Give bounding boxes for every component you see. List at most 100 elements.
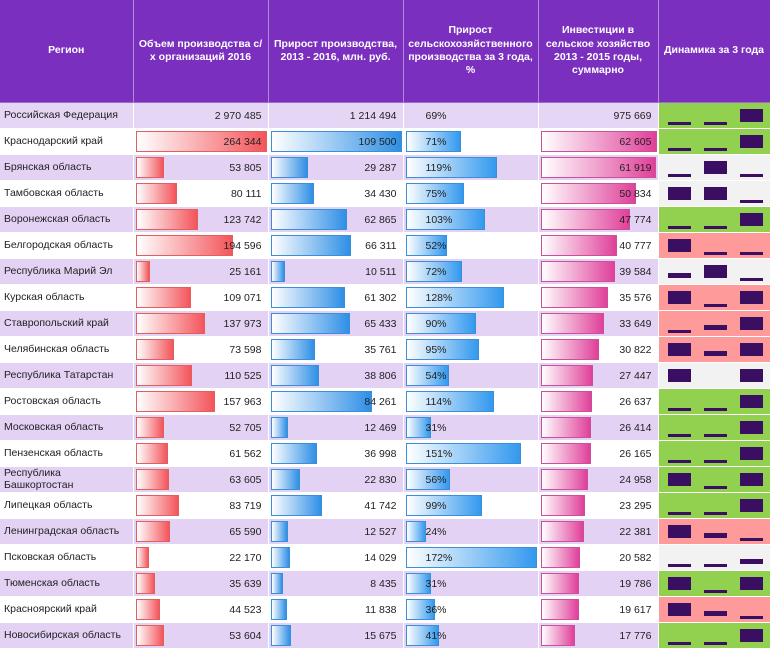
region-cell: Белгородская область xyxy=(0,232,134,259)
investment-bar xyxy=(540,391,592,412)
volume-cell: 44 523 xyxy=(133,596,269,623)
region-cell: Краснодарский край xyxy=(0,128,134,155)
dynamics-sparkline xyxy=(658,492,770,519)
table-row: Ленинградская область 65 590 12 527 24% 22 3… xyxy=(0,518,770,545)
region-cell: Курская область xyxy=(0,284,134,311)
growth-rub-cell: 66 311 xyxy=(268,232,404,259)
volume-bar xyxy=(135,183,177,204)
investment-value: 33 649 xyxy=(619,317,652,330)
dynamics-marker xyxy=(667,460,691,463)
dynamics-marker xyxy=(667,525,691,538)
table-row: Челябинская область 73 598 35 761 95% 30 822 xyxy=(0,336,770,363)
growth-pct-bar xyxy=(405,313,476,334)
growth-rub-cell: 12 527 xyxy=(268,518,404,545)
growth-rub-bar xyxy=(270,547,290,568)
growth-rub-value: 36 998 xyxy=(364,447,397,460)
dynamics-marker xyxy=(739,616,763,619)
volume-cell: 264 344 xyxy=(133,128,269,155)
table-row: Воронежская область 123 742 62 865 103% 47 7… xyxy=(0,206,770,233)
growth-rub-bar xyxy=(270,365,319,386)
growth-rub-cell: 34 430 xyxy=(268,180,404,207)
volume-bar xyxy=(135,391,215,412)
growth-rub-value: 66 311 xyxy=(365,239,397,252)
investment-value: 39 584 xyxy=(619,265,652,278)
growth-pct-cell: 24% xyxy=(403,518,539,545)
header-volume[interactable]: Объем производства с/х организаций 2016 xyxy=(133,0,269,103)
growth-rub-cell: 65 433 xyxy=(268,310,404,337)
volume-value: 65 590 xyxy=(229,525,262,538)
investment-value: 19 786 xyxy=(619,577,652,590)
volume-cell: 2 970 485 xyxy=(133,102,269,129)
dynamics-sparkline xyxy=(658,440,770,467)
region-cell: Республика Башкортостан xyxy=(0,466,134,493)
dynamics-marker xyxy=(703,122,727,125)
growth-rub-value: 65 433 xyxy=(364,317,397,330)
growth-rub-cell: 1 214 494 xyxy=(268,102,404,129)
investment-cell: 33 649 xyxy=(538,310,659,337)
volume-bar xyxy=(135,157,164,178)
growth-pct-value: 114% xyxy=(425,395,452,408)
dynamics-marker xyxy=(739,174,763,177)
region-cell: Пензенская область xyxy=(0,440,134,467)
volume-bar xyxy=(135,339,174,360)
growth-rub-bar xyxy=(270,391,372,412)
volume-bar xyxy=(135,521,170,542)
volume-bar xyxy=(135,495,179,516)
growth-rub-bar xyxy=(270,625,291,646)
investment-value: 40 777 xyxy=(619,239,652,252)
dynamics-marker xyxy=(667,148,691,151)
header-dynamics[interactable]: Динамика за 3 года xyxy=(658,0,770,103)
growth-pct-bar xyxy=(405,521,426,542)
dynamics-marker xyxy=(667,187,691,200)
table-row: Пензенская область 61 562 36 998 151% 26 165 xyxy=(0,440,770,467)
table-row: Краснодарский край 264 344 109 500 71% 62 60… xyxy=(0,128,770,155)
header-growth-rub[interactable]: Прирост производства, 2013 - 2016, млн. … xyxy=(268,0,404,103)
growth-pct-bar xyxy=(405,391,494,412)
dynamics-marker xyxy=(703,187,727,200)
volume-bar xyxy=(135,261,150,282)
investment-bar xyxy=(540,365,593,386)
investment-cell: 26 165 xyxy=(538,440,659,467)
dynamics-marker xyxy=(667,369,691,382)
investment-cell: 26 414 xyxy=(538,414,659,441)
volume-cell: 63 605 xyxy=(133,466,269,493)
investment-value: 47 774 xyxy=(619,213,652,226)
volume-value: 35 639 xyxy=(229,577,262,590)
investment-value: 35 576 xyxy=(619,291,652,304)
growth-rub-value: 12 527 xyxy=(364,525,397,538)
header-growth-pct[interactable]: Прирост сельскохозяйственного производст… xyxy=(403,0,539,103)
volume-bar xyxy=(135,209,198,230)
dynamics-sparkline xyxy=(658,180,770,207)
region-cell: Челябинская область xyxy=(0,336,134,363)
region-cell: Республика Марий Эл xyxy=(0,258,134,285)
table-row: Ставропольский край 137 973 65 433 90% 33 64… xyxy=(0,310,770,337)
dynamics-marker xyxy=(739,135,763,148)
volume-cell: 35 639 xyxy=(133,570,269,597)
header-region[interactable]: Регион xyxy=(0,0,134,103)
growth-pct-cell: 151% xyxy=(403,440,539,467)
table-row: Белгородская область 194 596 66 311 52% 40 7… xyxy=(0,232,770,259)
volume-bar xyxy=(135,313,205,334)
growth-rub-value: 14 029 xyxy=(364,551,397,564)
volume-cell: 25 161 xyxy=(133,258,269,285)
dynamics-marker xyxy=(703,533,727,538)
table-row: Красноярский край 44 523 11 838 36% 19 617 xyxy=(0,596,770,623)
volume-cell: 83 719 xyxy=(133,492,269,519)
investment-value: 26 165 xyxy=(619,447,652,460)
dynamics-marker xyxy=(739,395,763,408)
header-investment[interactable]: Инвестиции в сельское хозяйство 2013 - 2… xyxy=(538,0,659,103)
volume-bar xyxy=(135,287,191,308)
volume-value: 110 525 xyxy=(224,369,262,382)
growth-pct-value: 151% xyxy=(425,447,453,460)
growth-pct-value: 72% xyxy=(425,265,447,278)
investment-value: 20 582 xyxy=(619,551,652,564)
investment-bar xyxy=(540,573,579,594)
investment-cell: 27 447 xyxy=(538,362,659,389)
dynamics-marker xyxy=(739,291,763,304)
dynamics-sparkline xyxy=(658,544,770,571)
volume-value: 157 963 xyxy=(223,395,262,408)
volume-bar xyxy=(135,625,164,646)
volume-bar xyxy=(135,443,168,464)
growth-pct-cell: 75% xyxy=(403,180,539,207)
investment-value: 17 776 xyxy=(619,629,652,642)
